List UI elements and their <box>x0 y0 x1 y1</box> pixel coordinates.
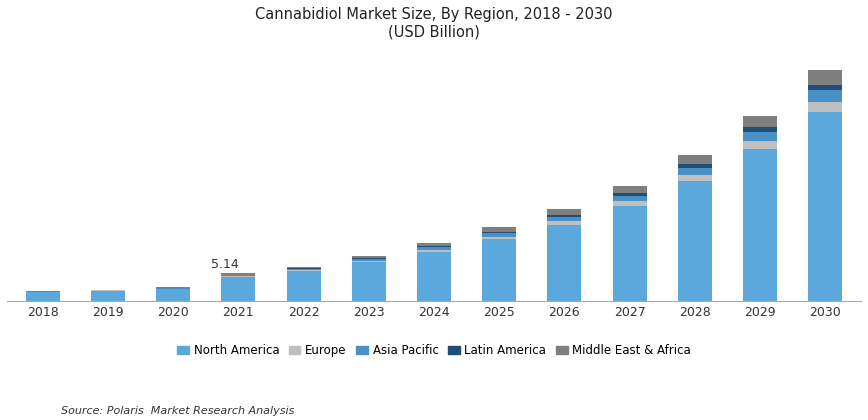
Bar <box>613 193 647 196</box>
Bar <box>417 252 451 301</box>
Bar <box>352 258 385 259</box>
Bar <box>548 215 582 217</box>
Bar <box>417 249 451 252</box>
Bar <box>808 85 842 90</box>
Bar <box>352 262 385 301</box>
Bar <box>743 132 777 141</box>
Bar <box>352 259 385 261</box>
Bar <box>221 275 255 276</box>
Bar <box>91 290 125 291</box>
Bar <box>286 270 320 271</box>
Bar <box>483 227 516 232</box>
Bar <box>483 239 516 301</box>
Bar <box>156 289 190 301</box>
Bar <box>743 116 777 127</box>
Bar <box>548 209 582 215</box>
Bar <box>483 236 516 239</box>
Bar <box>286 269 320 270</box>
Bar <box>678 168 712 175</box>
Bar <box>26 292 60 301</box>
Bar <box>743 127 777 132</box>
Bar <box>286 268 320 269</box>
Bar <box>548 225 582 301</box>
Bar <box>221 277 255 301</box>
Bar <box>156 288 190 289</box>
Bar <box>548 217 582 221</box>
Bar <box>286 267 320 268</box>
Bar <box>548 221 582 225</box>
Bar <box>417 243 451 246</box>
Bar <box>613 186 647 193</box>
Bar <box>743 141 777 149</box>
Bar <box>808 111 842 301</box>
Bar <box>808 90 842 102</box>
Text: 5.14: 5.14 <box>211 258 239 271</box>
Bar <box>352 261 385 262</box>
Text: Source: Polaris  Market Research Analysis: Source: Polaris Market Research Analysis <box>61 406 294 416</box>
Bar <box>678 155 712 164</box>
Bar <box>483 232 516 234</box>
Bar <box>221 273 255 275</box>
Bar <box>613 196 647 201</box>
Bar <box>352 256 385 258</box>
Bar <box>483 234 516 236</box>
Bar <box>808 70 842 85</box>
Bar <box>417 247 451 249</box>
Title: Cannabidiol Market Size, By Region, 2018 - 2030
(USD Billion): Cannabidiol Market Size, By Region, 2018… <box>255 7 613 39</box>
Legend: North America, Europe, Asia Pacific, Latin America, Middle East & Africa: North America, Europe, Asia Pacific, Lat… <box>172 339 696 362</box>
Bar <box>417 246 451 247</box>
Bar <box>221 276 255 277</box>
Bar <box>808 102 842 111</box>
Bar <box>91 291 125 301</box>
Bar <box>613 201 647 206</box>
Bar <box>743 149 777 301</box>
Bar <box>678 164 712 168</box>
Bar <box>678 181 712 301</box>
Bar <box>613 206 647 301</box>
Bar <box>286 271 320 301</box>
Bar <box>678 175 712 181</box>
